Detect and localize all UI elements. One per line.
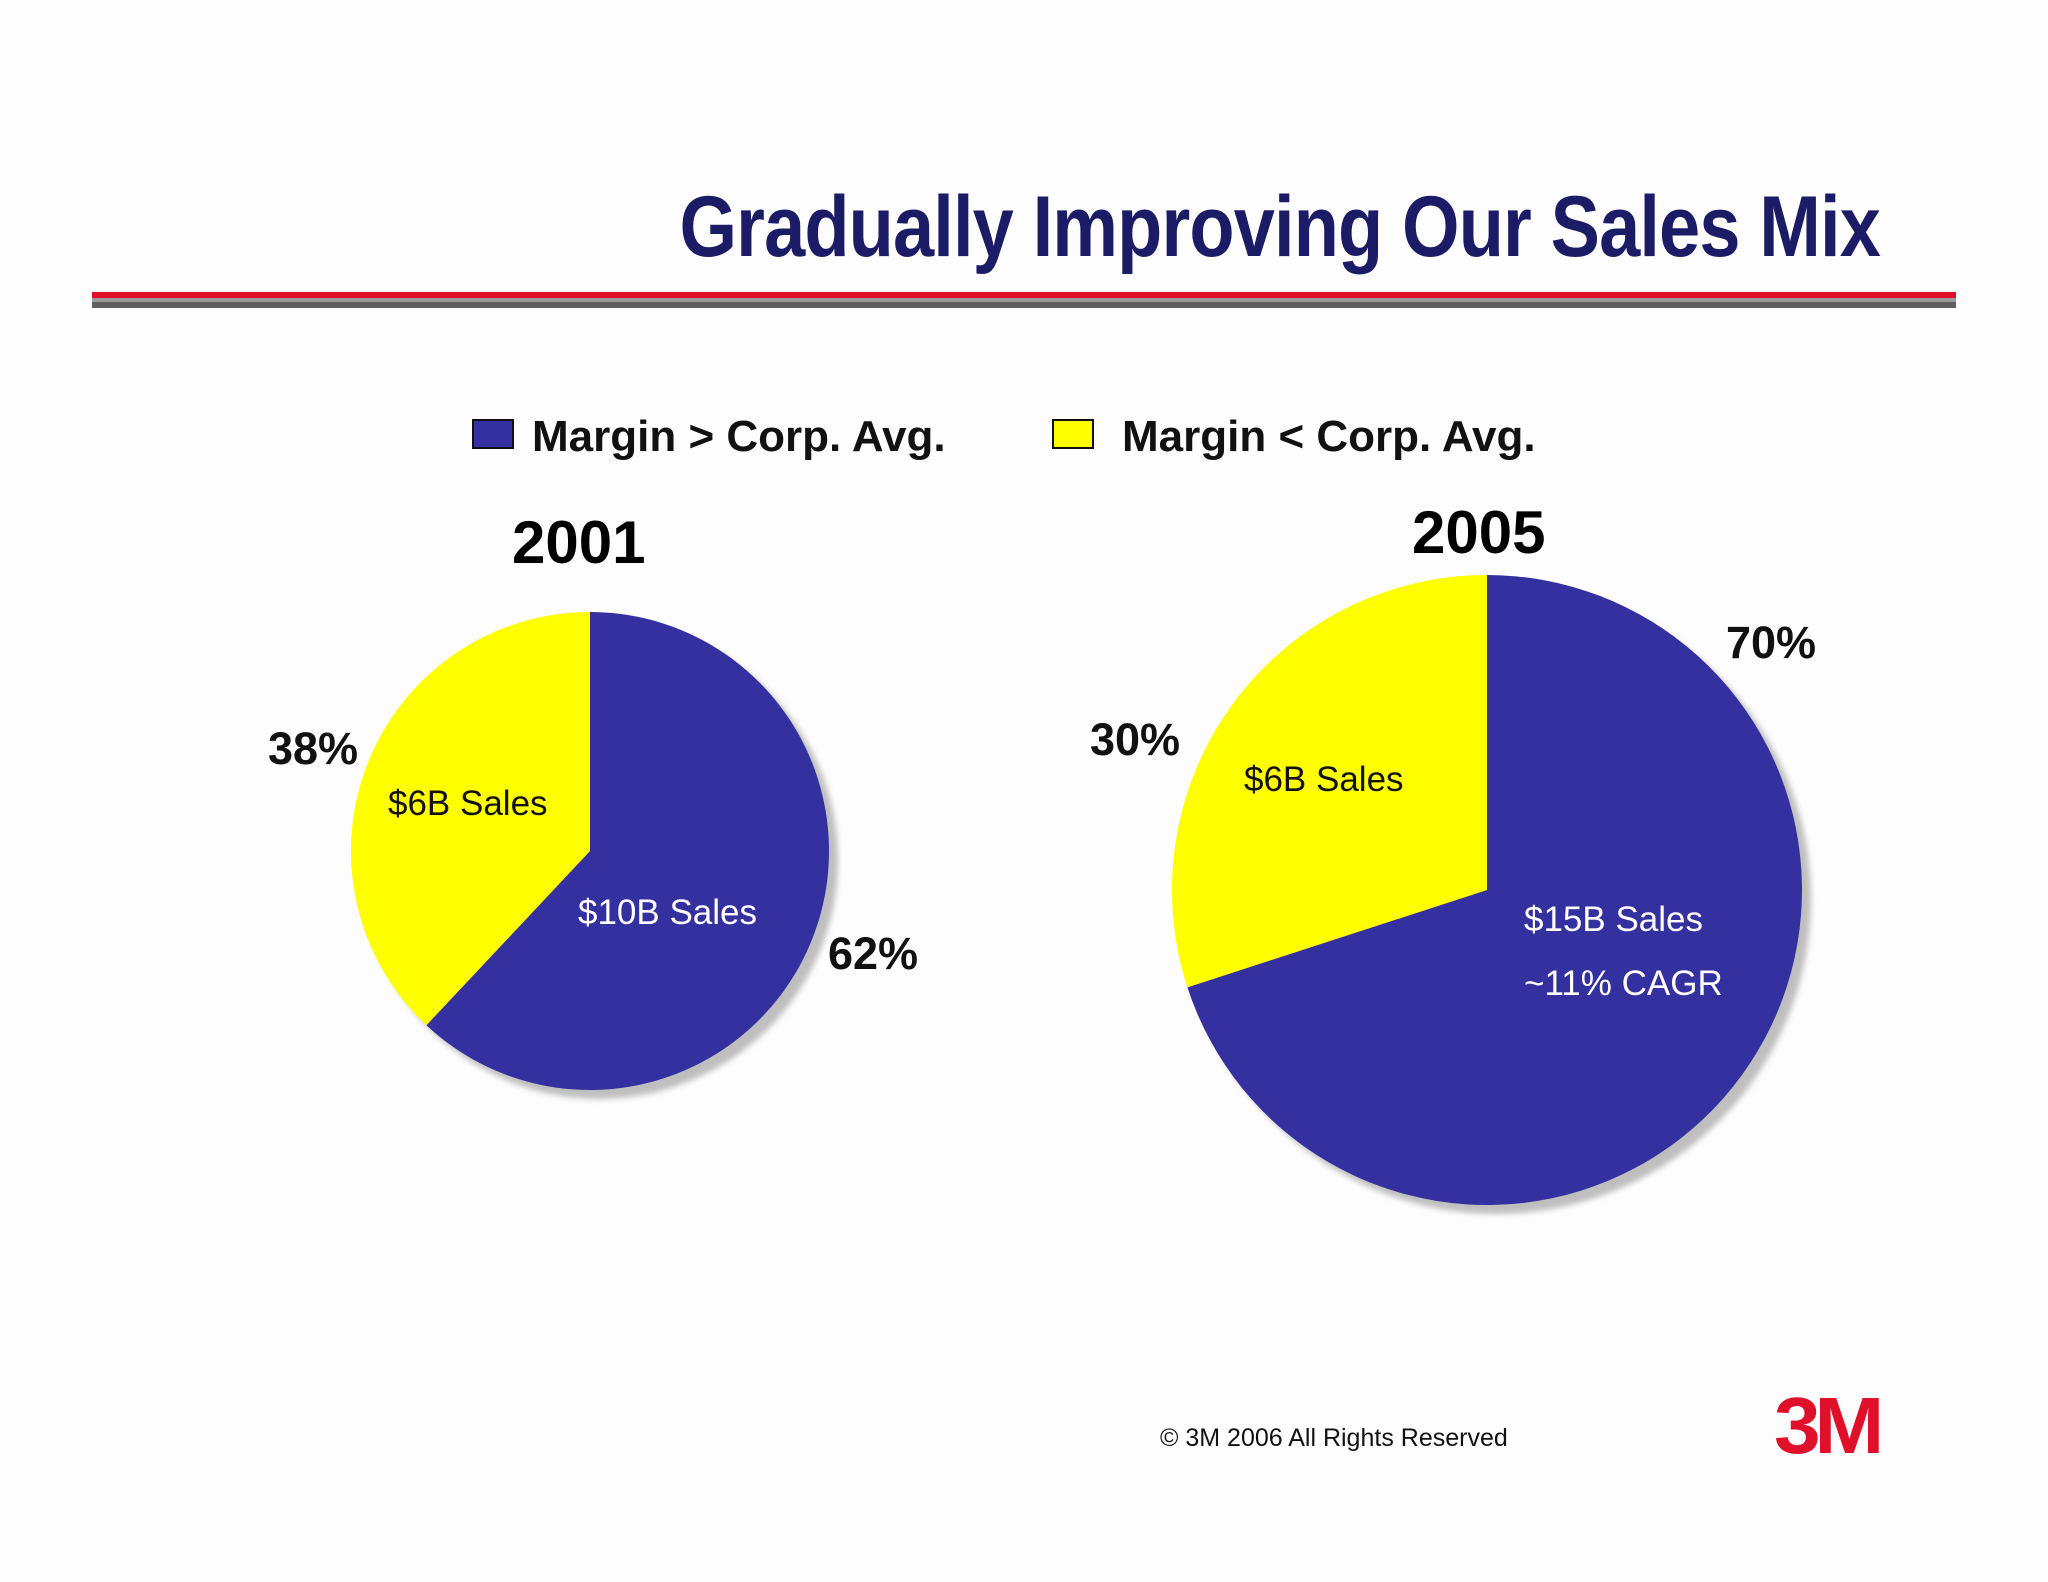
pie-2005-sales-above-avg: $15B Sales	[1524, 900, 1704, 939]
chart-title-2005: 2005	[1412, 499, 1546, 566]
pie-2005-slice-above-avg	[1187, 575, 1803, 1205]
legend-label-below-avg: Margin < Corp. Avg.	[1122, 412, 1536, 461]
chart-title-2001: 2001	[512, 509, 646, 576]
pie-2001	[351, 612, 838, 1099]
pie-2005-sales-below-avg: $6B Sales	[1244, 760, 1404, 799]
pie-2005-pct-below-avg: 30%	[1090, 714, 1181, 765]
pie-2001-pct-below-avg: 38%	[268, 723, 359, 774]
pie-2005-pct-above-avg: 70%	[1726, 617, 1817, 668]
title-rule-grey-dark	[92, 302, 1956, 308]
pie-2001-pct-above-avg: 62%	[828, 928, 919, 979]
copyright-text: © 3M 2006 All Rights Reserved	[1160, 1424, 1508, 1452]
pie-2005	[1172, 575, 1811, 1214]
3m-logo: 3M	[1774, 1381, 1884, 1470]
title-rule-red	[92, 292, 1956, 298]
legend-swatch-below-avg	[1052, 419, 1094, 449]
legend-swatch-above-avg	[472, 419, 514, 449]
pie-2005-cagr-label: ~11% CAGR	[1524, 964, 1723, 1003]
pie-2005-slice-below-avg	[1172, 575, 1487, 988]
title-rule-grey-light	[92, 298, 1956, 302]
legend-label-above-avg: Margin > Corp. Avg.	[532, 412, 946, 461]
pie-2001-sales-above-avg: $10B Sales	[578, 893, 758, 932]
pie-2001-slice-below-avg	[351, 612, 590, 1026]
pie-2001-slice-above-avg	[426, 612, 829, 1090]
pie-2001-sales-below-avg: $6B Sales	[388, 784, 548, 823]
page-title: Gradually Improving Our Sales Mix	[679, 179, 1881, 275]
